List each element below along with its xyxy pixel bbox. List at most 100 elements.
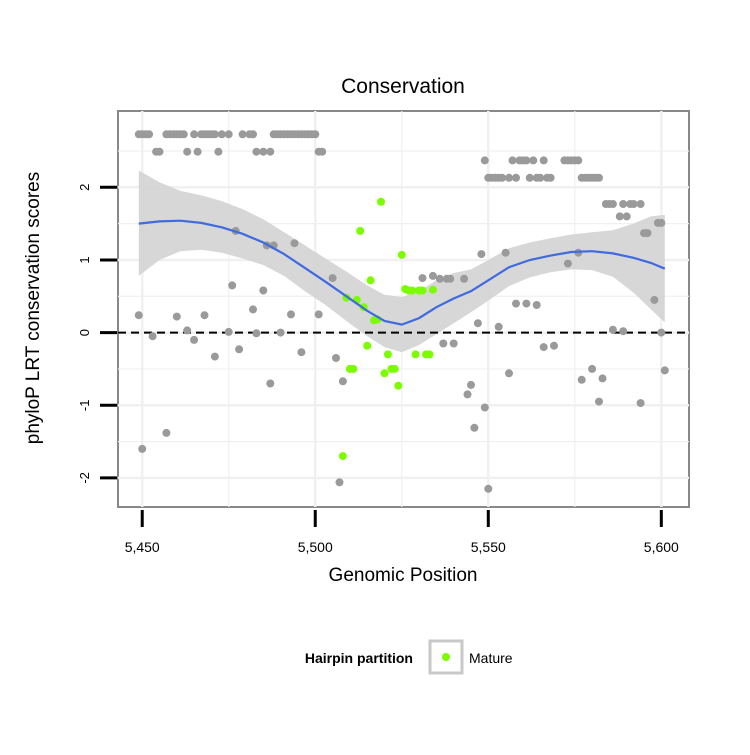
other-point xyxy=(550,341,558,350)
other-point xyxy=(498,173,507,182)
other-point xyxy=(588,364,597,373)
other-point xyxy=(210,130,219,139)
mature-point xyxy=(380,369,389,378)
other-point xyxy=(335,478,344,487)
plot-area xyxy=(117,110,690,508)
other-point xyxy=(494,322,503,331)
other-point xyxy=(473,319,482,328)
other-point xyxy=(210,352,219,361)
other-point xyxy=(259,286,268,295)
other-point xyxy=(249,130,257,139)
other-point xyxy=(636,200,645,208)
other-point xyxy=(525,173,534,182)
other-point xyxy=(650,295,659,304)
mature-point xyxy=(390,364,399,373)
other-point xyxy=(467,380,475,389)
other-point xyxy=(619,200,628,208)
other-point xyxy=(328,274,337,283)
other-point xyxy=(619,327,628,336)
other-point xyxy=(235,345,244,354)
confidence-band-area xyxy=(138,170,665,353)
other-point xyxy=(172,312,181,321)
mature-point xyxy=(394,381,403,390)
other-point xyxy=(532,301,541,309)
other-point xyxy=(190,335,199,344)
other-point xyxy=(224,130,233,139)
confidence-band xyxy=(138,170,665,353)
other-point xyxy=(508,156,517,165)
other-point xyxy=(539,343,548,352)
other-point xyxy=(595,173,603,182)
other-point xyxy=(480,156,489,165)
other-point xyxy=(183,326,192,335)
other-point xyxy=(660,366,669,375)
other-point xyxy=(563,259,572,268)
other-point xyxy=(252,147,261,156)
data-points xyxy=(134,130,669,493)
x-tick-label: 5,450 xyxy=(125,539,160,555)
other-point xyxy=(252,329,261,338)
other-point xyxy=(512,299,520,308)
other-point xyxy=(228,281,237,290)
other-point xyxy=(179,130,188,139)
mature-point xyxy=(363,341,372,350)
y-tick-label: -1 xyxy=(77,400,92,412)
other-point xyxy=(484,484,493,493)
other-point xyxy=(145,130,154,139)
other-point xyxy=(276,328,285,337)
x-axis: 5,450 5,500 5,550 5,600 xyxy=(125,510,679,555)
x-tick-label: 5,550 xyxy=(471,539,506,555)
mature-point xyxy=(428,285,437,294)
mature-point xyxy=(377,197,385,206)
other-point xyxy=(217,130,226,139)
other-point xyxy=(439,339,448,348)
other-point xyxy=(183,147,192,156)
mature-point xyxy=(397,250,406,259)
other-point xyxy=(501,248,510,257)
x-tick-label: 5,500 xyxy=(298,539,333,555)
other-point xyxy=(266,379,275,388)
other-point xyxy=(314,310,323,319)
other-point xyxy=(155,147,164,156)
other-point xyxy=(266,147,275,156)
other-point xyxy=(629,200,638,208)
other-point xyxy=(643,229,652,238)
other-point xyxy=(446,274,455,283)
other-point xyxy=(311,130,320,139)
legend-entry-label: Mature xyxy=(469,650,513,666)
other-point xyxy=(214,147,223,156)
y-axis-label: phyloP LRT conservation scores xyxy=(23,172,44,445)
other-point xyxy=(238,130,247,139)
legend-title: Hairpin partition xyxy=(305,650,413,666)
other-point xyxy=(318,147,327,156)
y-tick-label: 2 xyxy=(77,184,92,191)
other-point xyxy=(338,377,347,386)
other-point xyxy=(539,156,548,165)
other-point xyxy=(636,399,645,408)
other-point xyxy=(449,339,458,348)
smooth-line xyxy=(138,219,666,326)
legend: Hairpin partition Mature xyxy=(305,639,513,675)
other-point xyxy=(134,311,143,320)
other-point xyxy=(200,311,209,320)
other-point xyxy=(505,173,513,182)
mature-point xyxy=(338,452,347,461)
other-point xyxy=(512,173,520,182)
other-point xyxy=(418,274,427,283)
other-point xyxy=(574,156,583,165)
other-point xyxy=(470,423,479,432)
other-point xyxy=(297,348,306,357)
legend-mature-marker xyxy=(442,653,450,661)
other-point xyxy=(577,375,586,384)
other-point xyxy=(193,147,202,156)
y-tick-label: 0 xyxy=(77,329,92,336)
mature-point xyxy=(408,286,417,295)
other-point xyxy=(224,327,233,336)
x-tick-label: 5,600 xyxy=(644,539,679,555)
mature-point xyxy=(356,226,365,235)
other-point xyxy=(477,250,486,259)
other-point xyxy=(529,156,538,165)
other-point xyxy=(480,403,489,412)
other-point xyxy=(435,274,444,283)
